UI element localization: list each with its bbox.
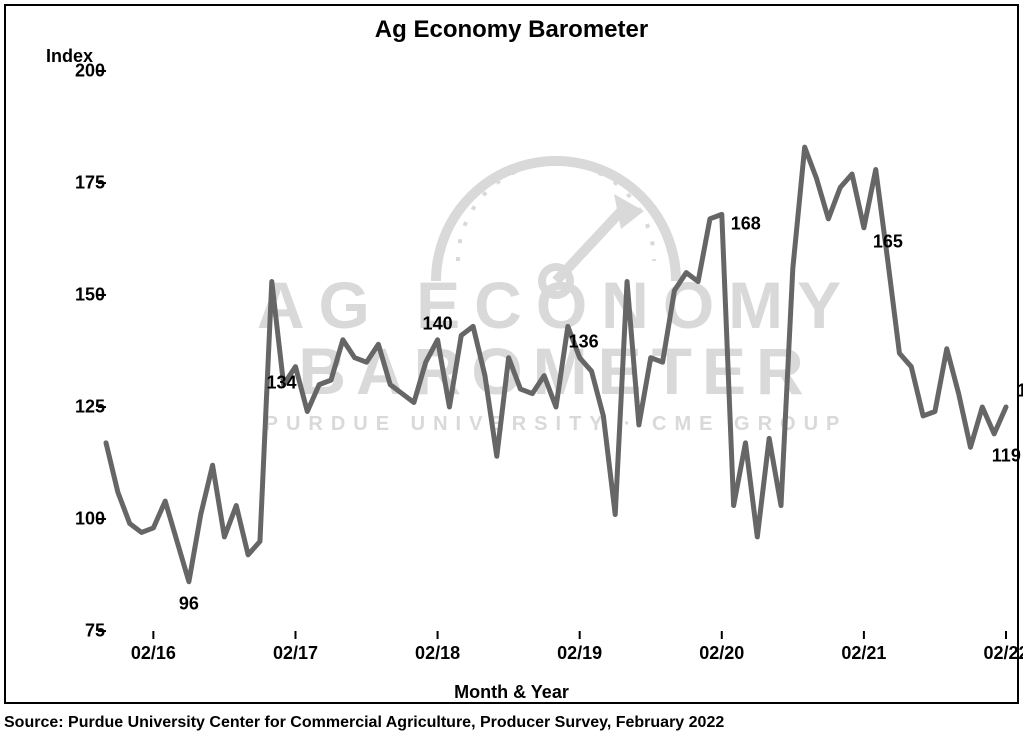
data-point-label: 140 (423, 313, 453, 334)
data-point-label: 119 (992, 445, 1021, 466)
source-note: Source: Purdue University Center for Com… (4, 714, 724, 732)
x-tick-label: 02/19 (557, 643, 602, 664)
x-tick-label: 02/21 (841, 643, 886, 664)
data-point-label: 125 (1017, 381, 1023, 402)
x-axis-title: Month & Year (6, 682, 1017, 703)
data-point-label: 134 (266, 372, 296, 393)
data-line (106, 147, 1006, 582)
y-tick-label: 150 (75, 285, 105, 306)
x-tick-label: 02/17 (273, 643, 318, 664)
data-point-label: 165 (873, 231, 903, 252)
chart-title: Ag Economy Barometer (6, 16, 1017, 44)
data-point-label: 96 (179, 593, 199, 614)
x-tick-label: 02/20 (699, 643, 744, 664)
y-tick-label: 125 (75, 397, 105, 418)
y-tick-label: 75 (85, 621, 105, 642)
y-tick-label: 175 (75, 173, 105, 194)
y-tick-label: 200 (75, 61, 105, 82)
plot-area (106, 71, 1006, 631)
data-point-label: 168 (731, 214, 761, 235)
x-tick-label: 02/18 (415, 643, 460, 664)
plot-svg (106, 71, 1006, 631)
chart-frame: Ag Economy Barometer Index AG ECONOMY BA… (4, 4, 1019, 704)
data-point-label: 136 (569, 331, 599, 352)
x-tick-label: 02/16 (131, 643, 176, 664)
x-tick-label: 02/22 (983, 643, 1023, 664)
y-tick-label: 100 (75, 509, 105, 530)
